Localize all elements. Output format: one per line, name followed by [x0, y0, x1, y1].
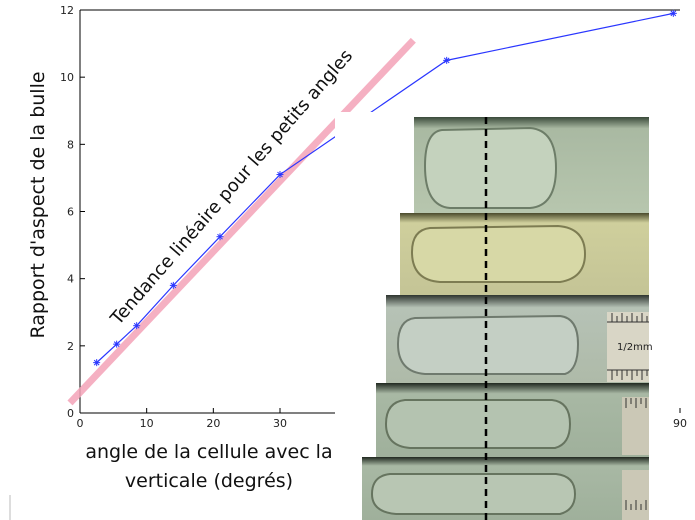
data-point-4: [216, 233, 224, 241]
data-point-2: [133, 322, 141, 330]
y-ticks: 0 2 4 6 8 10 12: [60, 4, 85, 420]
x-axis-label-line1: angle de la cellule avec la: [85, 441, 332, 463]
y-tick-label-0: 0: [67, 407, 74, 420]
bubble-photo-1: [414, 117, 649, 213]
y-tick-label-6: 12: [60, 4, 74, 17]
x-ticks: 0 10 20 30: [77, 408, 287, 430]
y-tick-label-3: 6: [67, 206, 74, 219]
series-markers: [93, 9, 677, 367]
data-point-3: [169, 281, 177, 289]
trend-line: [67, 37, 416, 406]
x-tick-label-1: 10: [140, 417, 154, 430]
series-line: [96, 12, 674, 364]
trend-annotation: Tendance linéaire pour les petits angles: [106, 46, 357, 330]
y-tick-label-5: 10: [60, 71, 74, 84]
y-tick-label-4: 8: [67, 138, 74, 151]
x-axis-label-line2: verticale (degrés): [125, 470, 293, 492]
scale-label: 1/2mm: [617, 342, 653, 353]
data-point-7: [669, 9, 677, 17]
y-axis-label: Rapport d'aspect de la bulle: [27, 71, 49, 338]
bubble-photo-5: [362, 457, 649, 520]
x-tick-label-0: 0: [77, 417, 84, 430]
bubble-photo-4: [376, 383, 649, 459]
bubble-photos-inset: 1/2mm: [335, 112, 695, 520]
x-ticks-right: 90: [673, 408, 687, 430]
bubble-photo-2: [400, 213, 649, 295]
data-point-5: [276, 171, 284, 179]
data-point-0: [93, 359, 101, 367]
x-tick-label-3: 30: [273, 417, 287, 430]
y-tick-label-1: 2: [67, 340, 74, 353]
x-tick-label-2: 20: [206, 417, 220, 430]
scale-ruler-3: [622, 470, 649, 520]
bubble-photo-3: 1/2mm: [386, 295, 653, 385]
y-tick-label-2: 4: [67, 273, 74, 286]
data-point-1: [113, 340, 121, 348]
data-point-6: [443, 56, 451, 64]
x-tick-label-4: 90: [673, 417, 687, 430]
